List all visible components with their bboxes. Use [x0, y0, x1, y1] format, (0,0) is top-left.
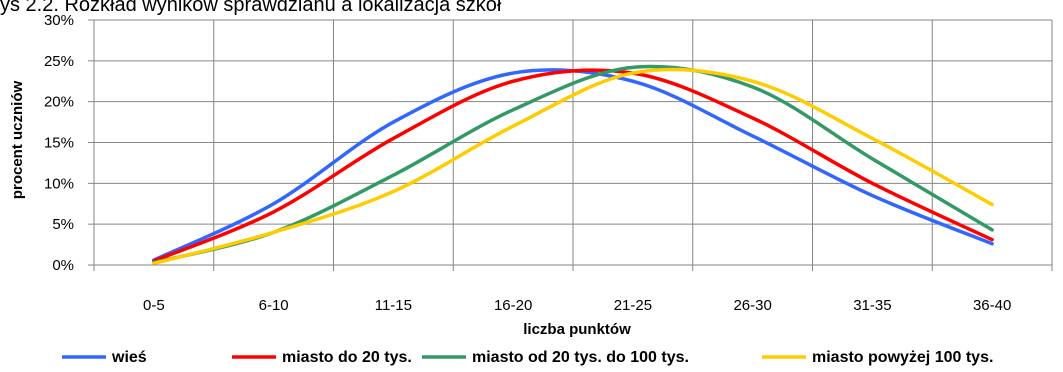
legend-label: miasto do 20 tys. [282, 349, 412, 366]
y-tick-label: 20% [44, 94, 74, 111]
y-axis-title: procent uczniów [9, 81, 26, 200]
x-axis-title: liczba punktów [523, 321, 631, 338]
legend-label: wieś [111, 349, 147, 366]
y-tick-label: 30% [44, 12, 74, 29]
legend: wieś miasto do 20 tys. miasto od 20 tys. d… [62, 349, 993, 366]
y-tick-label: 15% [44, 135, 74, 152]
y-tick-label: 10% [44, 175, 74, 192]
series-lines [152, 64, 994, 266]
legend-label: miasto powyżej 100 tys. [812, 349, 993, 366]
x-tick-label: 11-15 [375, 297, 412, 314]
x-tick-label: 31-35 [853, 297, 891, 314]
legend-label: miasto od 20 tys. do 100 tys. [472, 349, 689, 366]
series-line [152, 68, 994, 263]
y-tick-label: 5% [52, 216, 74, 233]
axes: 0% 5% 10% 15% 20% 25% 30% 0-5 6-10 11-15 16-20 21-2… [44, 12, 1053, 314]
x-tick-label: 21-25 [614, 297, 652, 314]
y-tick-label: 25% [44, 53, 74, 70]
y-tick-label: 0% [52, 257, 74, 274]
chart-title: ys 2.2. Rozkład wyników sprawdzianu a lo… [0, 0, 502, 16]
x-tick-label: 26-30 [733, 297, 771, 314]
x-tick-label: 0-5 [143, 297, 165, 314]
x-tick-label: 36-40 [973, 297, 1011, 314]
series-line [152, 67, 994, 266]
x-tick-label: 16-20 [494, 297, 532, 314]
x-tick-label: 6-10 [259, 297, 289, 314]
